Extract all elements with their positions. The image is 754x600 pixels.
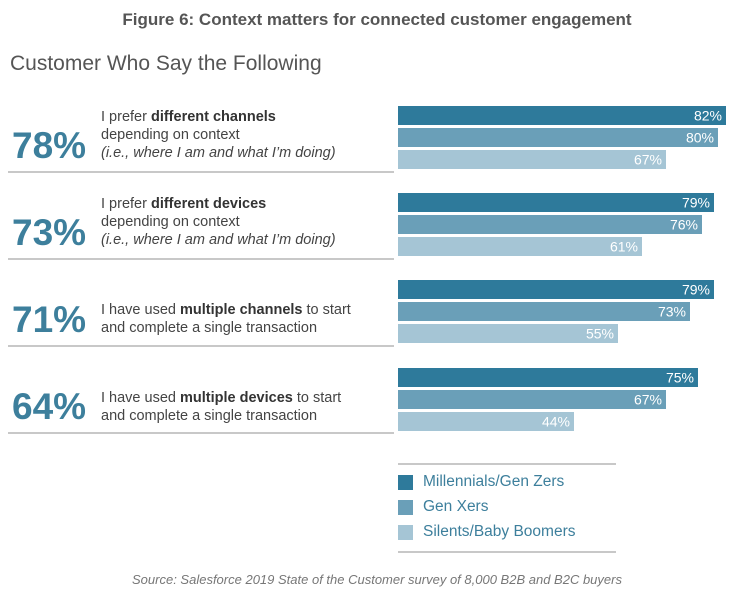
legend: Millennials/Gen Zers Gen Xers Silents/Ba… [398, 463, 616, 553]
bar-millennials-3 [398, 280, 714, 299]
legend-swatch [398, 499, 413, 515]
bar-value-label: 44% [542, 414, 570, 430]
row-divider [8, 171, 394, 173]
bar-value-label: 76% [670, 217, 698, 233]
bar-boomers-1 [398, 150, 666, 169]
statement-3: I have used multiple channels to start a… [101, 302, 351, 336]
legend-swatch [398, 524, 413, 540]
bar-value-label: 82% [694, 108, 722, 124]
bar-millennials-4 [398, 368, 698, 387]
legend-item-boomers: Silents/Baby Boomers [398, 521, 576, 543]
bar-genx-1 [398, 128, 718, 147]
bar-boomers-2 [398, 237, 642, 256]
row-divider [8, 432, 394, 434]
bar-millennials-2 [398, 193, 714, 212]
legend-item-genx: Gen Xers [398, 496, 488, 518]
bar-value-label: 79% [682, 282, 710, 298]
overall-percent-2: 73% [12, 212, 87, 253]
legend-swatch [398, 474, 413, 490]
bar-value-label: 67% [634, 152, 662, 168]
bar-value-label: 67% [634, 392, 662, 408]
row-divider [8, 345, 394, 347]
bar-boomers-3 [398, 324, 618, 343]
bar-value-label: 73% [658, 304, 686, 320]
bar-value-label: 80% [686, 130, 714, 146]
figure-title: Figure 6: Context matters for connected … [122, 10, 632, 29]
overall-percent-4: 64% [12, 386, 87, 427]
bar-boomers-4 [398, 412, 574, 431]
bar-genx-2 [398, 215, 702, 234]
bar-value-label: 61% [610, 239, 638, 255]
bar-genx-3 [398, 302, 690, 321]
chart-subtitle: Customer Who Say the Following [10, 52, 322, 75]
source-note: Source: Salesforce 2019 State of the Cus… [132, 572, 622, 587]
overall-percent-1: 78% [12, 125, 87, 166]
bar-millennials-1 [398, 106, 726, 125]
row-divider [8, 258, 394, 260]
legend-item-millennials: Millennials/Gen Zers [398, 471, 564, 493]
statement-1: I prefer different channels depending on… [101, 109, 336, 161]
bar-value-label: 75% [666, 370, 694, 386]
statement-4: I have used multiple devices to start an… [101, 390, 342, 424]
bar-genx-4 [398, 390, 666, 409]
statement-2: I prefer different devices depending on … [101, 196, 336, 248]
overall-percent-3: 71% [12, 299, 87, 340]
bar-value-label: 79% [682, 195, 710, 211]
bar-value-label: 55% [586, 326, 614, 342]
